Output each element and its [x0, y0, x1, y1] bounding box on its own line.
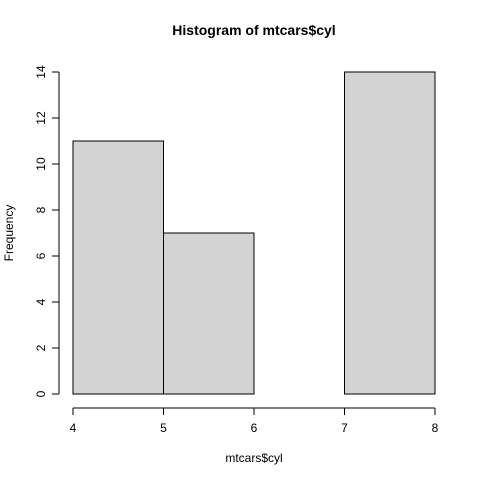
x-axis: 4 5 6 7 8 — [70, 407, 439, 435]
y-tick-label-8: 8 — [34, 206, 48, 213]
y-tick-label-6: 6 — [34, 252, 48, 259]
bars-group — [72, 71, 436, 395]
y-axis: 0 2 4 6 8 10 12 14 — [34, 65, 60, 397]
x-tick-label-5: 5 — [160, 421, 167, 435]
y-tick-label-4: 4 — [34, 298, 48, 305]
x-axis-label: mtcars$cyl — [225, 451, 282, 465]
bar-4-5 — [72, 140, 164, 395]
x-tick-label-6: 6 — [251, 421, 258, 435]
bar-7-8 — [344, 71, 436, 395]
bar-5-6 — [163, 232, 255, 395]
x-tick-label-8: 8 — [432, 421, 439, 435]
chart-title: Histogram of mtcars$cyl — [172, 22, 335, 38]
y-tick-label-10: 10 — [34, 157, 48, 171]
x-tick-label-7: 7 — [341, 421, 348, 435]
y-tick-label-14: 14 — [34, 65, 48, 79]
y-tick-label-12: 12 — [34, 111, 48, 125]
y-tick-label-2: 2 — [34, 344, 48, 351]
x-tick-label-4: 4 — [70, 421, 77, 435]
y-axis-label: Frequency — [2, 205, 16, 262]
y-tick-label-0: 0 — [34, 390, 48, 397]
